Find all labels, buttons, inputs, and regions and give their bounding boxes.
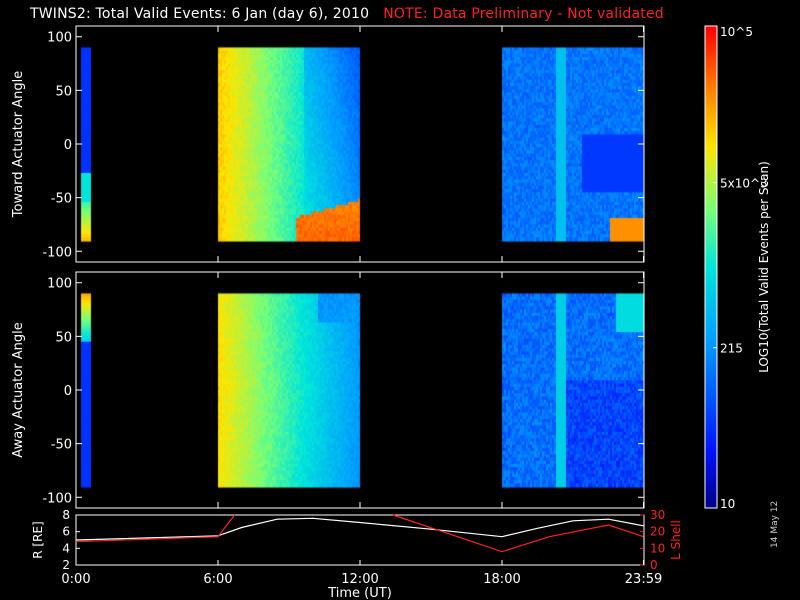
r-tick-label: 8 — [62, 508, 70, 522]
lshell-line-1 — [75, 514, 236, 543]
preliminary-note: NOTE: Data Preliminary - Not validated — [383, 6, 664, 22]
y-tick-label: -100 — [42, 245, 72, 260]
colorbar-tick-label: 215 — [720, 342, 743, 356]
r-tick-label: 2 — [62, 558, 70, 572]
page-title: TWINS2: Total Valid Events: 6 Jan (day 6… — [30, 6, 664, 22]
y-tick-label: -50 — [51, 438, 72, 453]
r-axis-label: R [RE] — [31, 521, 45, 558]
y-tick-label: -50 — [51, 192, 72, 207]
heatmap-1-ylabel: Toward Actuator Angle — [11, 71, 26, 218]
colorbar-label: LOG10(Total Valid Events per Scan) — [757, 161, 771, 373]
lshell-tick-label: 30 — [650, 508, 665, 522]
x-tick-label: 23:59 — [625, 572, 662, 587]
colorbar-tick-label: 5x10^3 — [720, 177, 768, 191]
lshell-line-2 — [392, 514, 644, 553]
y-tick-label: 100 — [47, 277, 72, 292]
plot-title: TWINS2: Total Valid Events: 6 Jan (day 6… — [30, 6, 370, 22]
radius-line — [75, 517, 644, 541]
r-tick-label: 6 — [62, 525, 70, 539]
colorbar-tick-label: 10 — [720, 497, 735, 511]
heatmap-2-ylabel: Away Actuator Angle — [11, 322, 26, 457]
lshell-tick-label: 20 — [650, 525, 665, 539]
y-tick-label: 100 — [47, 31, 72, 46]
x-tick-label: 0:00 — [61, 572, 90, 587]
x-tick-label: 18:00 — [483, 572, 520, 587]
y-tick-label: 0 — [64, 138, 72, 153]
x-tick-label: 6:00 — [203, 572, 232, 587]
lshell-axis-label: L Shell — [669, 520, 683, 560]
lshell-tick-label: 0 — [650, 558, 658, 572]
r-tick-label: 4 — [62, 541, 70, 555]
x-tick-label: 12:00 — [341, 572, 378, 587]
y-tick-label: 50 — [55, 330, 72, 345]
y-tick-label: 50 — [55, 84, 72, 99]
heatmap-frame-1 — [75, 25, 645, 263]
y-tick-label: -100 — [42, 491, 72, 506]
colorbar-tick-label: 10^5 — [720, 25, 753, 39]
x-axis-label: Time (UT) — [327, 586, 392, 600]
colorbar-frame — [704, 25, 718, 509]
lshell-tick-label: 10 — [650, 541, 665, 555]
y-tick-label: 0 — [64, 384, 72, 399]
heatmap-frame-2 — [75, 271, 645, 509]
